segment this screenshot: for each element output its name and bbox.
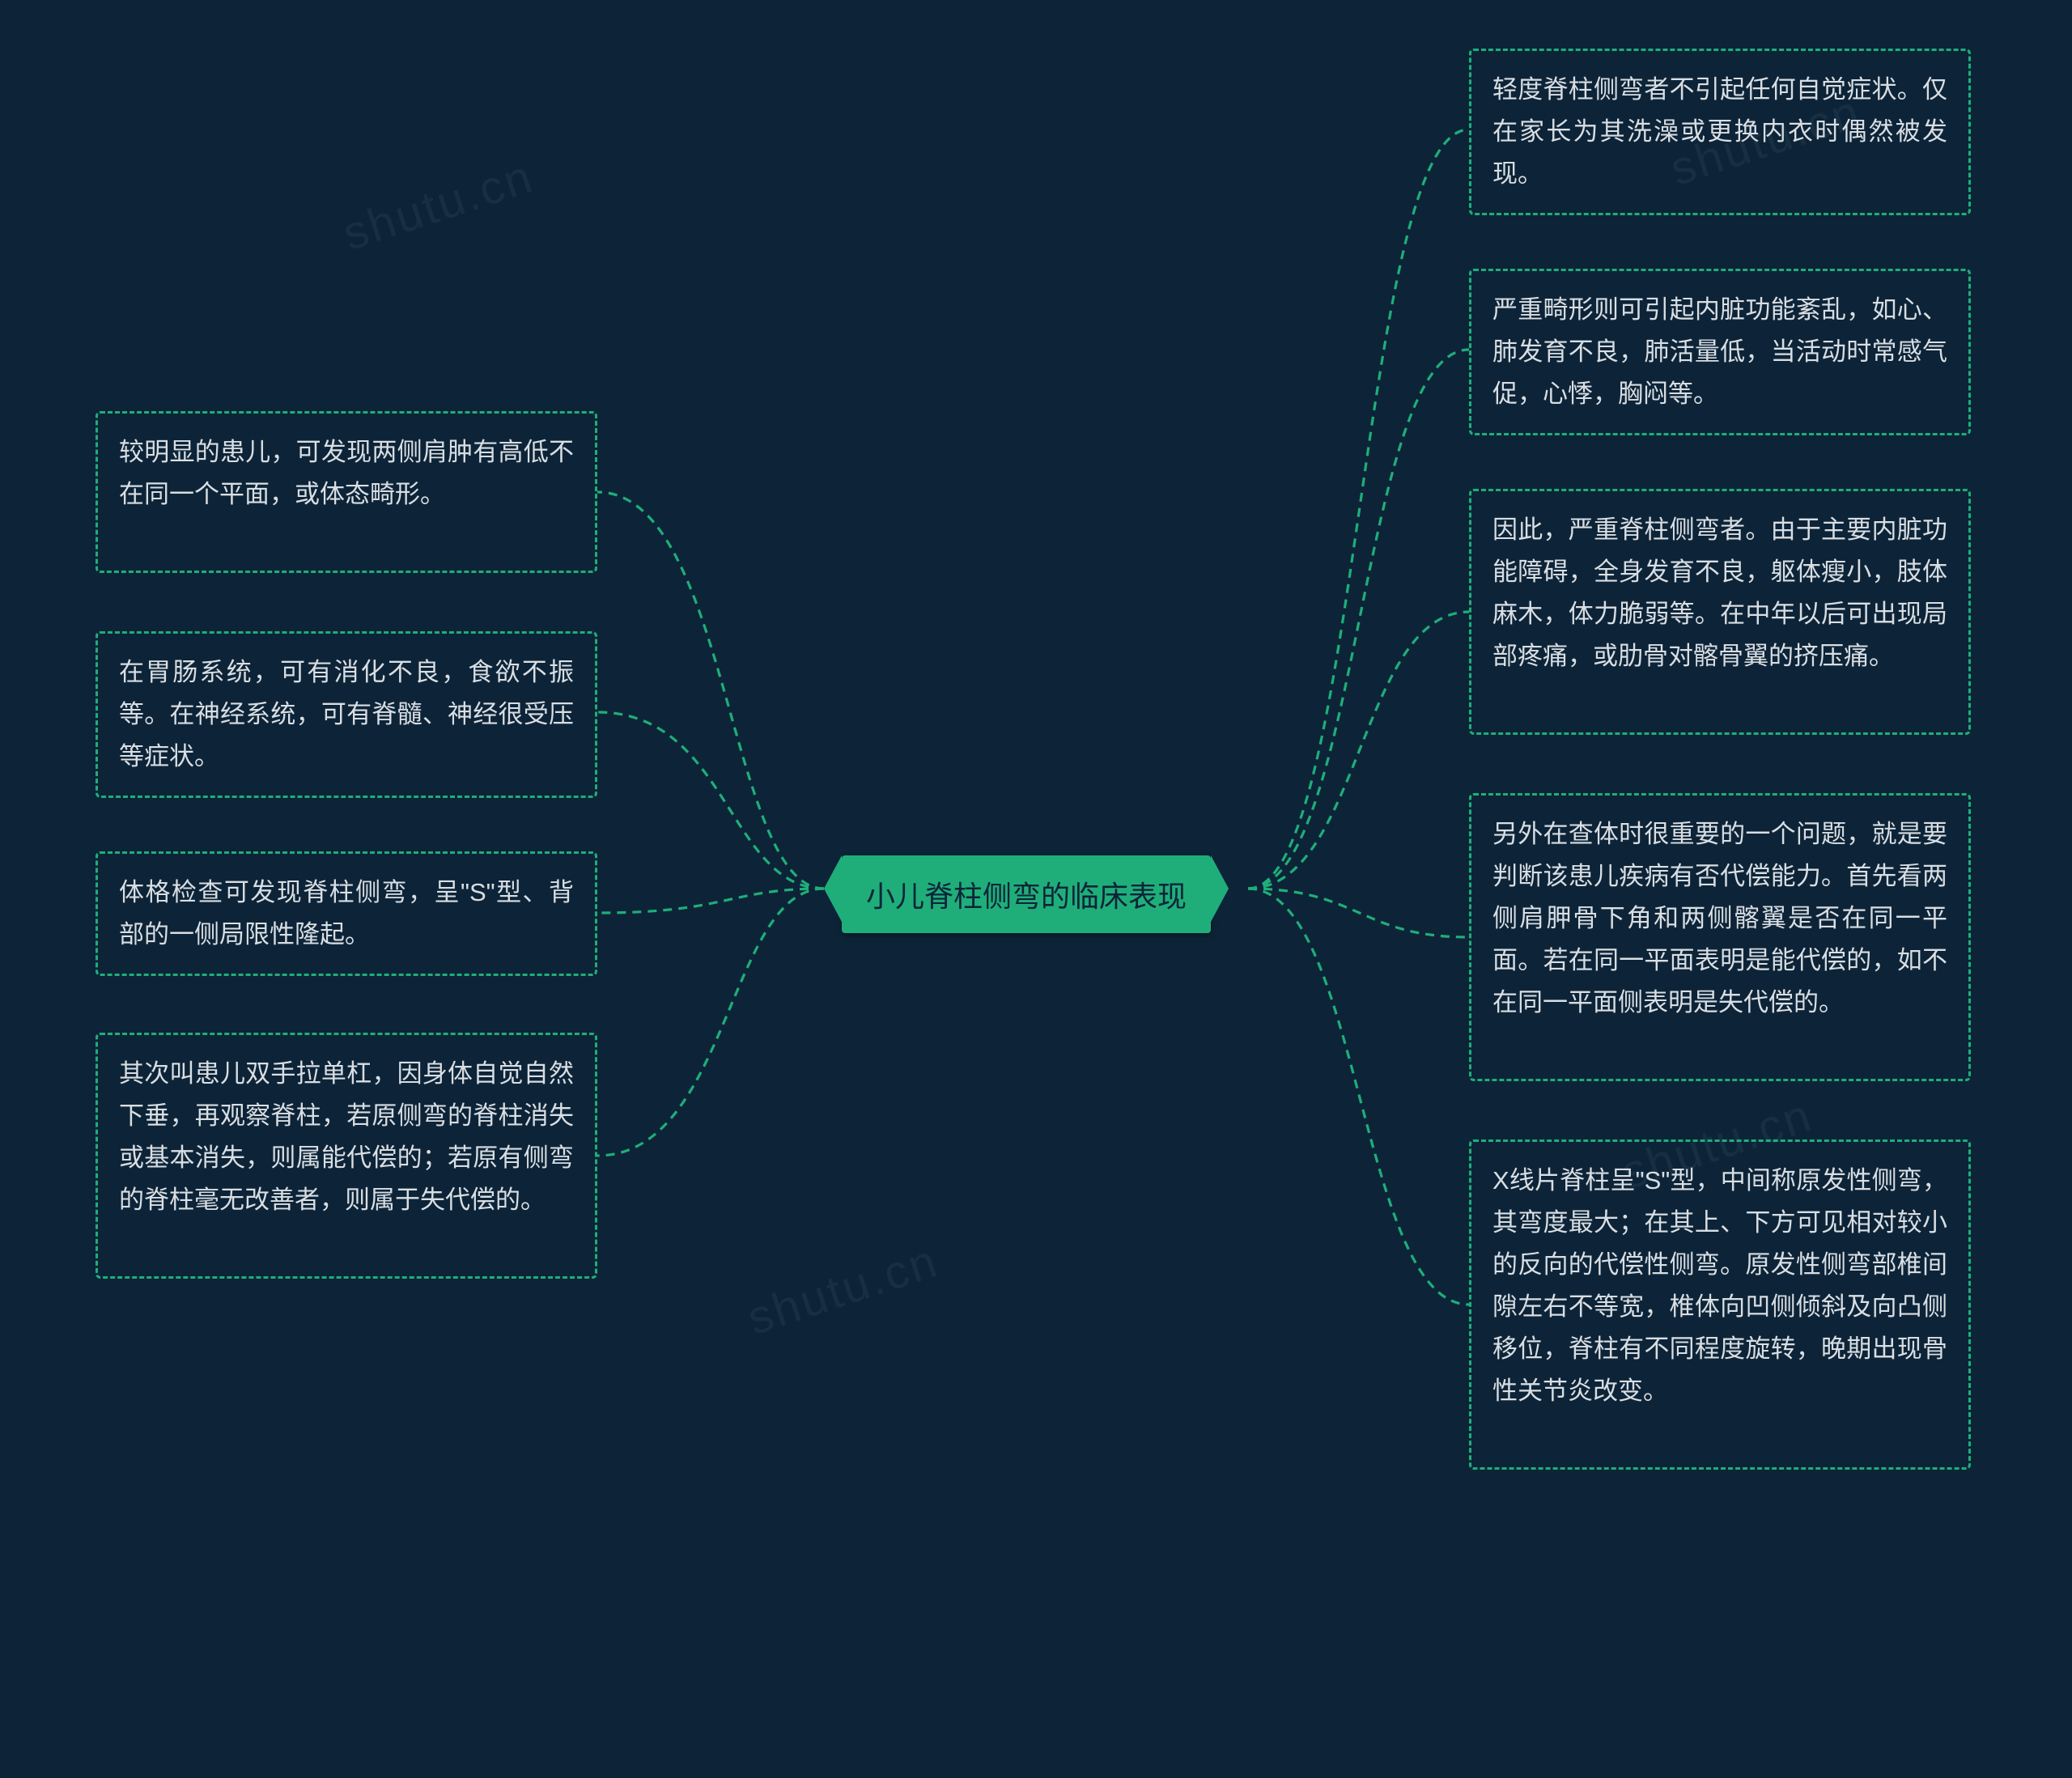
- mindmap-canvas: shutu.cn shutu.cn shutu.cn shutu.cn 小儿脊柱…: [0, 0, 2072, 1778]
- watermark: shutu.cn: [337, 149, 541, 261]
- leaf-node-left-2[interactable]: 在胃肠系统，可有消化不良，食欲不振等。在神经系统，可有脊髓、神经很受压等症状。: [96, 631, 597, 798]
- leaf-node-left-4[interactable]: 其次叫患儿双手拉单杠，因身体自觉自然下垂，再观察脊柱，若原侧弯的脊柱消失或基本消…: [96, 1033, 597, 1279]
- leaf-node-right-3[interactable]: 因此，严重脊柱侧弯者。由于主要内脏功能障碍，全身发育不良，躯体瘦小，肢体麻木，体…: [1469, 489, 1971, 735]
- watermark: shutu.cn: [741, 1233, 945, 1346]
- leaf-node-right-2[interactable]: 严重畸形则可引起内脏功能紊乱，如心、肺发育不良，肺活量低，当活动时常感气促，心悸…: [1469, 269, 1971, 435]
- root-node[interactable]: 小儿脊柱侧弯的临床表现: [842, 855, 1211, 933]
- leaf-node-right-4[interactable]: 另外在查体时很重要的一个问题，就是要判断该患儿疾病有否代偿能力。首先看两侧肩胛骨…: [1469, 793, 1971, 1081]
- leaf-node-left-3[interactable]: 体格检查可发现脊柱侧弯，呈"S"型、背部的一侧局限性隆起。: [96, 851, 597, 976]
- leaf-node-right-1[interactable]: 轻度脊柱侧弯者不引起任何自觉症状。仅在家长为其洗澡或更换内衣时偶然被发现。: [1469, 49, 1971, 215]
- leaf-node-left-1[interactable]: 较明显的患儿，可发现两侧肩肿有高低不在同一个平面，或体态畸形。: [96, 411, 597, 573]
- leaf-node-right-5[interactable]: X线片脊柱呈"S"型，中间称原发性侧弯，其弯度最大；在其上、下方可见相对较小的反…: [1469, 1139, 1971, 1470]
